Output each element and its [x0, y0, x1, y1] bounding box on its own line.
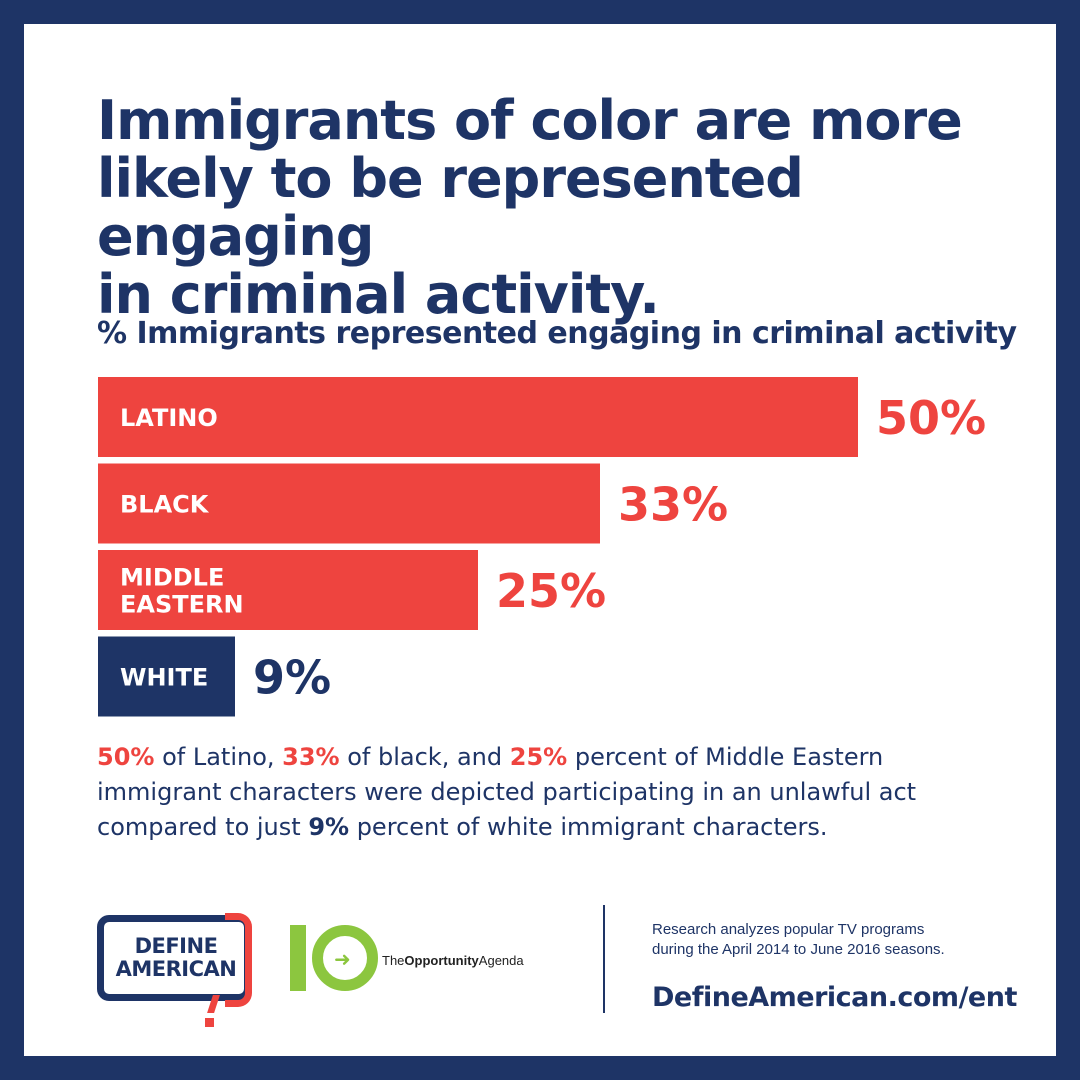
value-label-white: 9% — [253, 651, 331, 705]
bar-label-latino: LATINO — [120, 404, 218, 432]
bar-label-middle-eastern-2: EASTERN — [120, 591, 244, 619]
headline: Immigrants of color are more likely to b… — [97, 92, 997, 324]
headline-line-3: in criminal activity. — [97, 263, 660, 326]
headline-line-2: likely to be represented engaging — [97, 147, 804, 268]
oa-opportunity: Opportunity — [404, 953, 479, 968]
value-label-latino: 50% — [876, 391, 986, 445]
bar-black — [98, 463, 600, 544]
summary-text: 50% of Latino, 33% of black, and 25% per… — [97, 740, 997, 845]
headline-line-1: Immigrants of color are more — [97, 89, 963, 152]
summary-latino-pct: 50% — [97, 743, 155, 771]
website-link[interactable]: DefineAmerican.com/ent — [652, 982, 1017, 1013]
chart-title: % Immigrants represented engaging in cri… — [97, 316, 1017, 351]
value-label-black: 33% — [618, 478, 728, 532]
research-note-line-1: Research analyzes popular TV programs — [652, 921, 925, 938]
question-mark-icon — [225, 913, 252, 1007]
oa-the: The — [382, 953, 405, 968]
research-note-line-2: during the April 2014 to June 2016 seaso… — [652, 941, 945, 958]
bar-white — [98, 636, 235, 717]
question-mark-dot — [205, 1018, 214, 1027]
summary-middle-eastern-pct: 25% — [509, 743, 568, 771]
summary-text-2: of black, and — [339, 743, 510, 771]
bar-label-black: BLACK — [120, 491, 210, 519]
oa-agenda: Agenda — [478, 953, 524, 968]
logo-box — [97, 915, 251, 1001]
logo-word-define: DEFINE — [134, 934, 218, 958]
research-note: Research analyzes popular TV programs du… — [652, 920, 1032, 960]
summary-text-1: of Latino, — [154, 743, 283, 771]
arrow-right-icon: ➜ — [334, 947, 351, 971]
summary-text-3: percent of Middle Eastern immigrant char… — [97, 743, 917, 841]
bar-middle-eastern — [98, 550, 478, 630]
ten-zero-icon — [312, 925, 378, 991]
bar-label-white: WHITE — [120, 664, 208, 692]
value-label-middle-eastern: 25% — [496, 564, 606, 618]
bar-latino — [98, 377, 858, 457]
summary-text-4: percent of white immigrant characters. — [349, 813, 828, 841]
ten-one-icon — [290, 925, 306, 991]
summary-black-pct: 33% — [282, 743, 340, 771]
opportunity-agenda-logo[interactable]: ➜ TheOpportunityAgenda — [290, 925, 550, 995]
summary-white-pct: 9% — [308, 813, 350, 841]
define-american-logo[interactable]: DEFINE AMERICAN — [97, 913, 257, 1027]
logo-word-american: AMERICAN — [115, 957, 237, 981]
opportunity-agenda-wordmark: TheOpportunityAgenda — [382, 953, 524, 968]
bar-label-middle-eastern-1: MIDDLE — [120, 564, 224, 592]
footer-divider — [603, 905, 605, 1013]
